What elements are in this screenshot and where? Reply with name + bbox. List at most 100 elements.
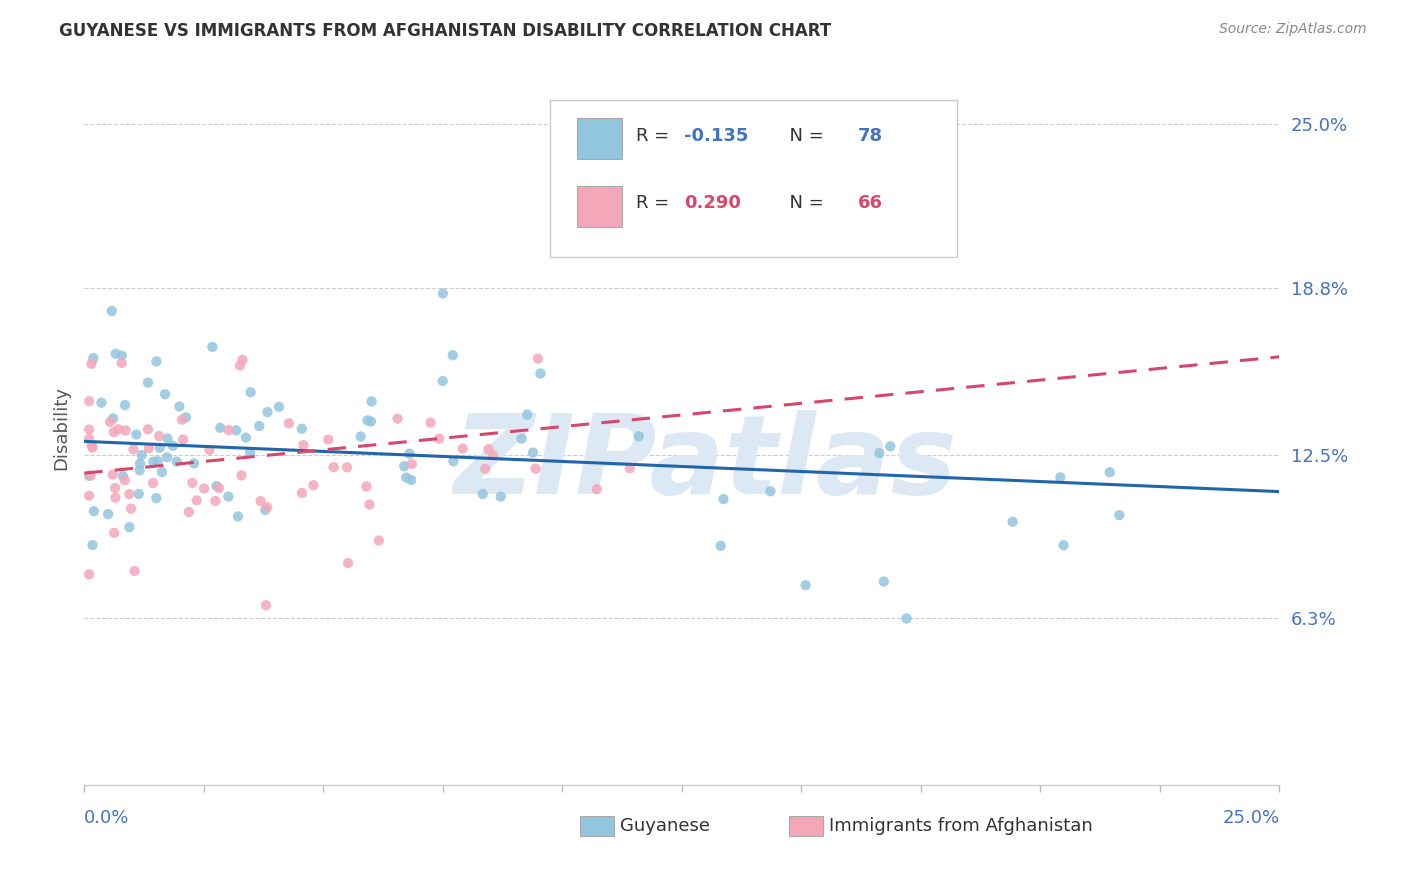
- Point: [201, 340, 224, 354]
- Point: [510, 432, 533, 446]
- Point: [186, 493, 208, 508]
- Text: 0.0%: 0.0%: [84, 808, 129, 827]
- Text: 78: 78: [858, 127, 883, 145]
- Point: [77, 423, 100, 437]
- Point: [80, 357, 103, 371]
- Point: [103, 425, 125, 439]
- Point: [181, 475, 204, 490]
- Point: [278, 417, 301, 431]
- Point: [359, 498, 381, 512]
- Point: [471, 487, 494, 501]
- Point: [145, 491, 167, 505]
- Point: [1049, 470, 1071, 484]
- Point: [1052, 538, 1074, 552]
- Y-axis label: Disability: Disability: [52, 386, 70, 470]
- Point: [111, 469, 134, 483]
- Point: [170, 412, 193, 426]
- Point: [148, 429, 170, 443]
- Point: [367, 533, 389, 548]
- FancyBboxPatch shape: [576, 118, 623, 159]
- Point: [77, 432, 100, 446]
- Point: [122, 442, 145, 457]
- Point: [120, 501, 142, 516]
- Point: [432, 286, 454, 301]
- Point: [125, 427, 148, 442]
- Point: [1098, 465, 1121, 479]
- Point: [162, 439, 184, 453]
- Point: [111, 356, 134, 370]
- Text: 25.0%: 25.0%: [1222, 808, 1279, 827]
- Point: [432, 374, 454, 388]
- Text: ZIPatlas: ZIPatlas: [454, 410, 957, 517]
- Point: [427, 432, 450, 446]
- Point: [292, 438, 315, 452]
- Point: [235, 431, 257, 445]
- Point: [131, 448, 153, 462]
- Point: [82, 538, 104, 552]
- Point: [174, 410, 197, 425]
- Point: [150, 465, 173, 479]
- Point: [136, 422, 159, 436]
- Point: [489, 490, 512, 504]
- Point: [107, 422, 129, 436]
- Point: [474, 462, 496, 476]
- Point: [337, 556, 360, 570]
- Point: [350, 429, 373, 443]
- Point: [522, 445, 544, 459]
- Text: N =: N =: [778, 127, 830, 145]
- Point: [177, 505, 200, 519]
- Point: [129, 457, 152, 471]
- Point: [77, 567, 100, 582]
- Point: [896, 611, 918, 625]
- Point: [318, 433, 340, 447]
- Point: [128, 463, 150, 477]
- Point: [322, 460, 344, 475]
- Text: N =: N =: [778, 194, 830, 212]
- FancyBboxPatch shape: [551, 100, 957, 257]
- Point: [90, 396, 112, 410]
- Point: [398, 447, 420, 461]
- Point: [83, 504, 105, 518]
- Point: [291, 486, 314, 500]
- Point: [623, 196, 645, 211]
- Point: [527, 351, 550, 366]
- Point: [291, 422, 314, 436]
- Text: Source: ZipAtlas.com: Source: ZipAtlas.com: [1219, 22, 1367, 37]
- Point: [713, 492, 735, 507]
- Point: [419, 416, 441, 430]
- Point: [254, 503, 277, 517]
- Point: [267, 400, 290, 414]
- Point: [218, 423, 240, 437]
- Point: [482, 448, 505, 462]
- Point: [104, 347, 127, 361]
- Point: [225, 423, 247, 437]
- Point: [794, 578, 817, 592]
- Text: 66: 66: [858, 194, 883, 212]
- Point: [441, 454, 464, 468]
- Point: [873, 574, 896, 589]
- Point: [879, 439, 901, 453]
- Point: [183, 457, 205, 471]
- Point: [156, 450, 179, 465]
- Point: [82, 441, 104, 455]
- Text: R =: R =: [637, 127, 675, 145]
- Point: [204, 494, 226, 508]
- Point: [249, 494, 271, 508]
- Point: [209, 421, 232, 435]
- Point: [710, 539, 733, 553]
- Point: [336, 460, 359, 475]
- Point: [138, 442, 160, 456]
- Point: [103, 525, 125, 540]
- Point: [80, 468, 103, 483]
- Point: [193, 482, 215, 496]
- Point: [124, 564, 146, 578]
- Point: [217, 490, 239, 504]
- Point: [128, 487, 150, 501]
- Point: [524, 461, 547, 475]
- Point: [627, 429, 650, 443]
- Point: [395, 470, 418, 484]
- Point: [118, 520, 141, 534]
- Point: [166, 455, 188, 469]
- Point: [239, 446, 262, 460]
- Point: [256, 405, 278, 419]
